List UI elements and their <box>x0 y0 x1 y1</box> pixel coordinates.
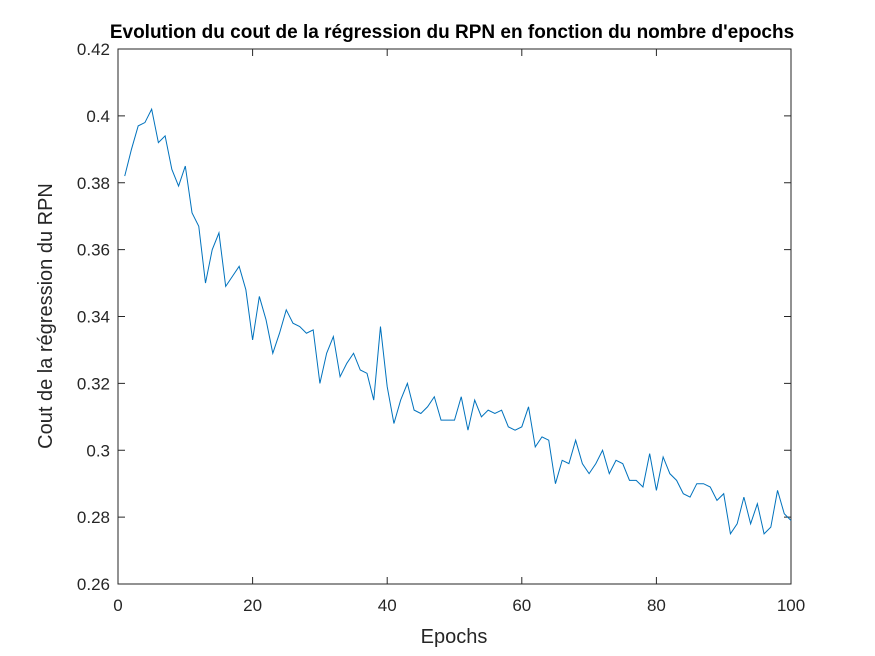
y-axis-label: Cout de la régression du RPN <box>35 183 57 449</box>
chart-title: Evolution du cout de la régression du RP… <box>110 22 794 43</box>
y-tick-label: 0.4 <box>86 107 110 126</box>
y-tick-label: 0.26 <box>77 575 110 594</box>
y-axis-ticks: 0.26 0.28 0.3 0.32 0.34 0.36 0.38 0.4 0.42 <box>77 40 791 594</box>
series-line <box>124 107 792 536</box>
plot-area <box>117 48 792 585</box>
x-tick-label: 40 <box>378 596 397 615</box>
y-tick-label: 0.32 <box>77 374 110 393</box>
y-tick-label: 0.38 <box>77 174 110 193</box>
x-tick-label: 80 <box>647 596 666 615</box>
x-tick-label: 20 <box>243 596 262 615</box>
y-tick-label: 0.3 <box>86 441 110 460</box>
x-tick-label: 60 <box>512 596 531 615</box>
x-axis-ticks: 0 20 40 60 80 100 <box>113 49 805 615</box>
x-tick-label: 100 <box>777 596 805 615</box>
x-tick-label: 0 <box>113 596 122 615</box>
y-tick-label: 0.28 <box>77 508 110 527</box>
y-tick-label: 0.34 <box>77 308 110 327</box>
y-tick-label: 0.36 <box>77 241 110 260</box>
y-tick-label: 0.42 <box>77 40 110 59</box>
x-axis-label: Epochs <box>421 626 488 648</box>
